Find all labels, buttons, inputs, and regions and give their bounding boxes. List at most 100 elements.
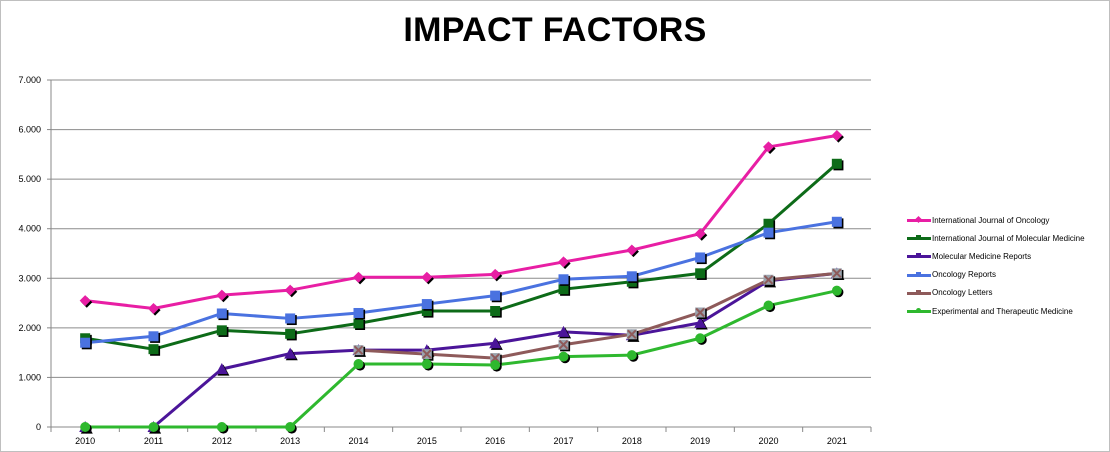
point-s2-2015 <box>421 306 432 317</box>
point-s5-2018-cross <box>627 329 637 340</box>
point-s4-2011 <box>148 331 159 342</box>
series-line-6 <box>85 289 838 429</box>
point-s1-2010 <box>79 295 91 307</box>
point-s2-2012 <box>216 325 227 336</box>
point-s4-2017 <box>558 274 569 285</box>
point-s1-2020 <box>763 141 774 153</box>
legend-swatch-icon <box>907 251 931 261</box>
x-tick-label: 2021 <box>827 436 847 446</box>
legend-swatch-icon <box>907 306 931 316</box>
legend-label: Experimental and Therapeutic Medicine <box>932 306 1073 316</box>
point-s2-2011 <box>148 344 159 355</box>
y-tick-label: 7.000 <box>18 75 41 85</box>
point-s4-2019 <box>695 252 706 263</box>
point-s4-2010 <box>80 337 91 348</box>
y-tick-label: 6.000 <box>18 125 41 135</box>
point-s3-2019 <box>694 316 707 328</box>
point-s4-2012 <box>216 308 227 319</box>
series-line-4 <box>85 220 838 345</box>
point-s2-2017 <box>558 284 569 295</box>
point-s6-2021 <box>831 285 842 296</box>
x-tick-label: 2015 <box>417 436 437 446</box>
point-s6-2011 <box>148 422 159 432</box>
point-s3-2013 <box>284 347 297 359</box>
point-s5-2014-cross <box>353 345 364 355</box>
point-s1-2017 <box>558 256 569 268</box>
point-s4-2015 <box>421 299 432 310</box>
series-line-1 <box>84 134 838 311</box>
y-tick-label: 5.000 <box>18 174 41 184</box>
legend-item-3: Molecular Medicine Reports <box>907 247 1085 265</box>
point-s6-2020 <box>763 300 774 311</box>
point-s3-2016 <box>489 337 502 349</box>
legend-item-6: Experimental and Therapeutic Medicine <box>907 302 1085 320</box>
point-s2-2019 <box>695 268 706 279</box>
legend-swatch-icon <box>907 288 931 298</box>
point-s2-2016 <box>490 306 501 317</box>
point-s5-2015-cross <box>422 349 432 359</box>
chart-title: IMPACT FACTORS <box>403 11 707 49</box>
point-s6-2013 <box>285 422 296 432</box>
legend-label: International Journal of Molecular Medic… <box>932 233 1085 243</box>
x-tick-label: 2018 <box>622 436 642 446</box>
point-s2-2020 <box>763 218 774 229</box>
point-s4-2020 <box>763 227 774 238</box>
point-s5-2019-cross <box>695 307 705 318</box>
x-tick-label: 2019 <box>690 436 710 446</box>
legend-label: Molecular Medicine Reports <box>932 251 1032 261</box>
point-s1-2021 <box>831 130 843 142</box>
x-tick-label: 2012 <box>212 436 232 446</box>
y-tick-label: 0 <box>36 422 41 432</box>
point-s5-2017-cross <box>558 340 569 350</box>
legend: International Journal of Oncology Interna… <box>907 211 1085 320</box>
x-tick-label: 2020 <box>758 436 778 446</box>
legend-item-2: International Journal of Molecular Medic… <box>907 229 1085 247</box>
legend-item-4: Oncology Reports <box>907 266 1085 284</box>
point-s2-2014 <box>353 318 364 329</box>
point-s2-2013 <box>285 328 296 339</box>
legend-swatch-icon <box>907 270 931 280</box>
point-s6-2010 <box>80 422 91 432</box>
y-tick-label: 2.000 <box>18 323 41 333</box>
series-line-5 <box>358 271 837 360</box>
point-s5-2020-cross <box>763 275 774 285</box>
point-s6-2019 <box>695 333 706 344</box>
point-s6-2017 <box>558 351 569 362</box>
legend-label: International Journal of Oncology <box>932 215 1050 225</box>
point-s3-2012 <box>215 363 228 375</box>
x-tick-label: 2011 <box>144 436 163 446</box>
legend-item-5: Oncology Letters <box>907 284 1085 302</box>
point-s1-2014 <box>353 271 364 283</box>
point-s5-2021-cross <box>832 268 842 279</box>
point-s4-2018 <box>626 271 637 282</box>
y-tick-label: 3.000 <box>18 273 41 283</box>
point-s4-2016 <box>490 290 501 301</box>
x-tick-label: 2017 <box>553 436 573 446</box>
series-line-2 <box>84 162 838 351</box>
point-s1-2019 <box>694 228 706 240</box>
legend-label: Oncology Letters <box>932 288 993 298</box>
point-s1-2012 <box>216 289 228 301</box>
point-s1-2011 <box>148 303 159 315</box>
point-s6-2018 <box>626 350 637 361</box>
point-s2-2021 <box>831 158 842 169</box>
point-s4-2014 <box>353 307 364 318</box>
legend-swatch-icon <box>907 233 931 243</box>
y-tick-label: 1.000 <box>18 372 41 382</box>
legend-swatch-icon <box>907 215 931 225</box>
y-tick-label: 4.000 <box>18 224 41 234</box>
point-s3-2017 <box>557 325 570 337</box>
legend-label: Oncology Reports <box>932 270 997 280</box>
series-line-3 <box>85 271 837 429</box>
legend-item-1: International Journal of Oncology <box>907 211 1085 229</box>
x-tick-label: 2013 <box>280 436 300 446</box>
x-tick-label: 2016 <box>485 436 505 446</box>
point-s6-2012 <box>216 422 227 432</box>
point-s6-2015 <box>421 359 432 370</box>
point-s4-2013 <box>285 313 296 324</box>
point-s4-2021 <box>831 216 842 227</box>
x-tick-label: 2010 <box>75 436 95 446</box>
point-s6-2016 <box>490 360 501 371</box>
